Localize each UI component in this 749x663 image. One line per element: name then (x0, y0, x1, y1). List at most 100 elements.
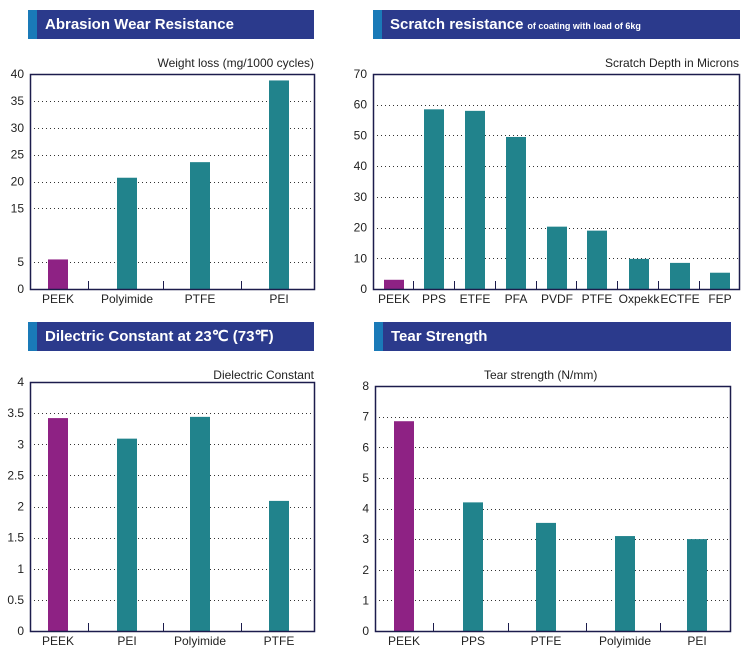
chart-header-dielectric: Dilectric Constant at 23℃ (73℉) (28, 322, 314, 351)
chart-title: Scratch resistance (390, 16, 524, 33)
bar-fep (710, 272, 730, 289)
bar-ptfe (269, 500, 289, 631)
y-tick-label: 20 (11, 175, 25, 189)
x-tick-label: PEEK (378, 292, 410, 306)
bar-peek (394, 421, 414, 631)
x-tick-label: Polyimide (599, 634, 651, 648)
y-tick-label: 50 (354, 128, 368, 142)
x-tick-label: Oxpekk (619, 292, 661, 306)
x-tick-label: Polyimide (174, 634, 226, 648)
x-tick-label: PTFE (531, 634, 562, 648)
y-tick-label: 0.5 (7, 593, 24, 607)
bar-polyimide (615, 536, 635, 631)
x-tick-label: ECTFE (660, 292, 699, 306)
bar-polyimide (117, 177, 137, 289)
x-tick-label: PVDF (541, 292, 573, 306)
bar-pei (117, 438, 137, 631)
plot-frame (29, 381, 316, 633)
y-tick-label: 4 (17, 375, 24, 389)
bar-ectfe (670, 262, 690, 289)
bar-pps (463, 502, 483, 631)
y-tick-label: 2.5 (7, 468, 24, 482)
x-tick-label: Polyimide (101, 292, 153, 306)
x-tick-label: PFA (505, 292, 528, 306)
bar-oxpekk (629, 258, 649, 289)
y-tick-label: 3 (362, 532, 369, 546)
y-tick-label: 1 (362, 593, 369, 607)
y-tick-label: 60 (354, 98, 368, 112)
y-axis-unit-label: Dielectric Constant (213, 368, 314, 382)
x-tick-label: PTFE (264, 634, 295, 648)
y-tick-label: 30 (11, 121, 25, 135)
x-tick-label: PPS (422, 292, 446, 306)
plot-frame (29, 73, 316, 291)
x-tick-label: PEEK (42, 634, 74, 648)
y-tick-label: 0 (17, 624, 24, 638)
bar-polyimide (190, 416, 210, 631)
y-tick-label: 2 (362, 563, 369, 577)
chart-header-tear: Tear Strength (374, 322, 731, 351)
bar-ptfe (536, 522, 556, 631)
x-tick-label: FEP (708, 292, 731, 306)
y-tick-label: 15 (11, 201, 25, 215)
y-tick-label: 3 (17, 437, 24, 451)
y-tick-label: 5 (17, 255, 24, 269)
x-tick-label: PEI (269, 292, 288, 306)
x-tick-label: PEI (687, 634, 706, 648)
chart-header-scratch: Scratch resistance of coating with load o… (373, 10, 740, 39)
plot-frame (372, 73, 741, 291)
y-tick-label: 4 (362, 502, 369, 516)
header-accent-bar (374, 322, 383, 351)
y-tick-label: 20 (354, 221, 368, 235)
chart-title: Tear Strength (391, 328, 488, 345)
y-tick-label: 0 (17, 282, 24, 296)
header-accent-bar (28, 10, 37, 39)
y-tick-label: 0 (362, 624, 369, 638)
bar-peek (48, 418, 68, 631)
y-tick-label: 8 (362, 379, 369, 393)
y-axis-unit-label: Weight loss (mg/1000 cycles) (157, 56, 314, 70)
y-tick-label: 40 (11, 67, 25, 81)
x-tick-label: PTFE (185, 292, 216, 306)
plot-frame (374, 385, 732, 633)
y-tick-label: 40 (354, 159, 368, 173)
bar-peek (384, 279, 404, 289)
x-tick-label: PEEK (42, 292, 74, 306)
chart-title: Abrasion Wear Resistance (45, 16, 234, 33)
x-tick-label: PEI (117, 634, 136, 648)
y-tick-label: 6 (362, 440, 369, 454)
bar-pei (269, 80, 289, 289)
y-axis-unit-label: Scratch Depth in Microns (604, 56, 739, 70)
y-tick-label: 3.5 (7, 406, 24, 420)
y-tick-label: 2 (17, 500, 24, 514)
y-tick-label: 25 (11, 148, 25, 162)
chart-header-abrasion: Abrasion Wear Resistance (28, 10, 314, 39)
bar-pvdf (547, 226, 567, 289)
bar-peek (48, 259, 68, 289)
y-tick-label: 1 (17, 562, 24, 576)
y-tick-label: 0 (360, 282, 367, 296)
y-tick-label: 7 (362, 410, 369, 424)
x-tick-label: PTFE (582, 292, 613, 306)
header-accent-bar (373, 10, 382, 39)
x-tick-label: PPS (461, 634, 485, 648)
y-tick-label: 35 (11, 94, 25, 108)
y-tick-label: 5 (362, 471, 369, 485)
x-tick-label: PEEK (388, 634, 420, 648)
y-tick-label: 30 (354, 190, 368, 204)
bar-pei (687, 539, 707, 631)
bar-ptfe (190, 162, 210, 289)
y-tick-label: 1.5 (7, 531, 24, 545)
y-axis-unit-label: Tear strength (N/mm) (484, 368, 598, 382)
bar-ptfe (587, 230, 607, 289)
bar-etfe (465, 110, 485, 289)
chart-subtitle: of coating with load of 6kg (527, 21, 641, 31)
header-accent-bar (28, 322, 37, 351)
chart-title: Dilectric Constant at 23℃ (73℉) (45, 328, 274, 345)
x-tick-label: ETFE (460, 292, 491, 306)
bar-pps (424, 109, 444, 289)
